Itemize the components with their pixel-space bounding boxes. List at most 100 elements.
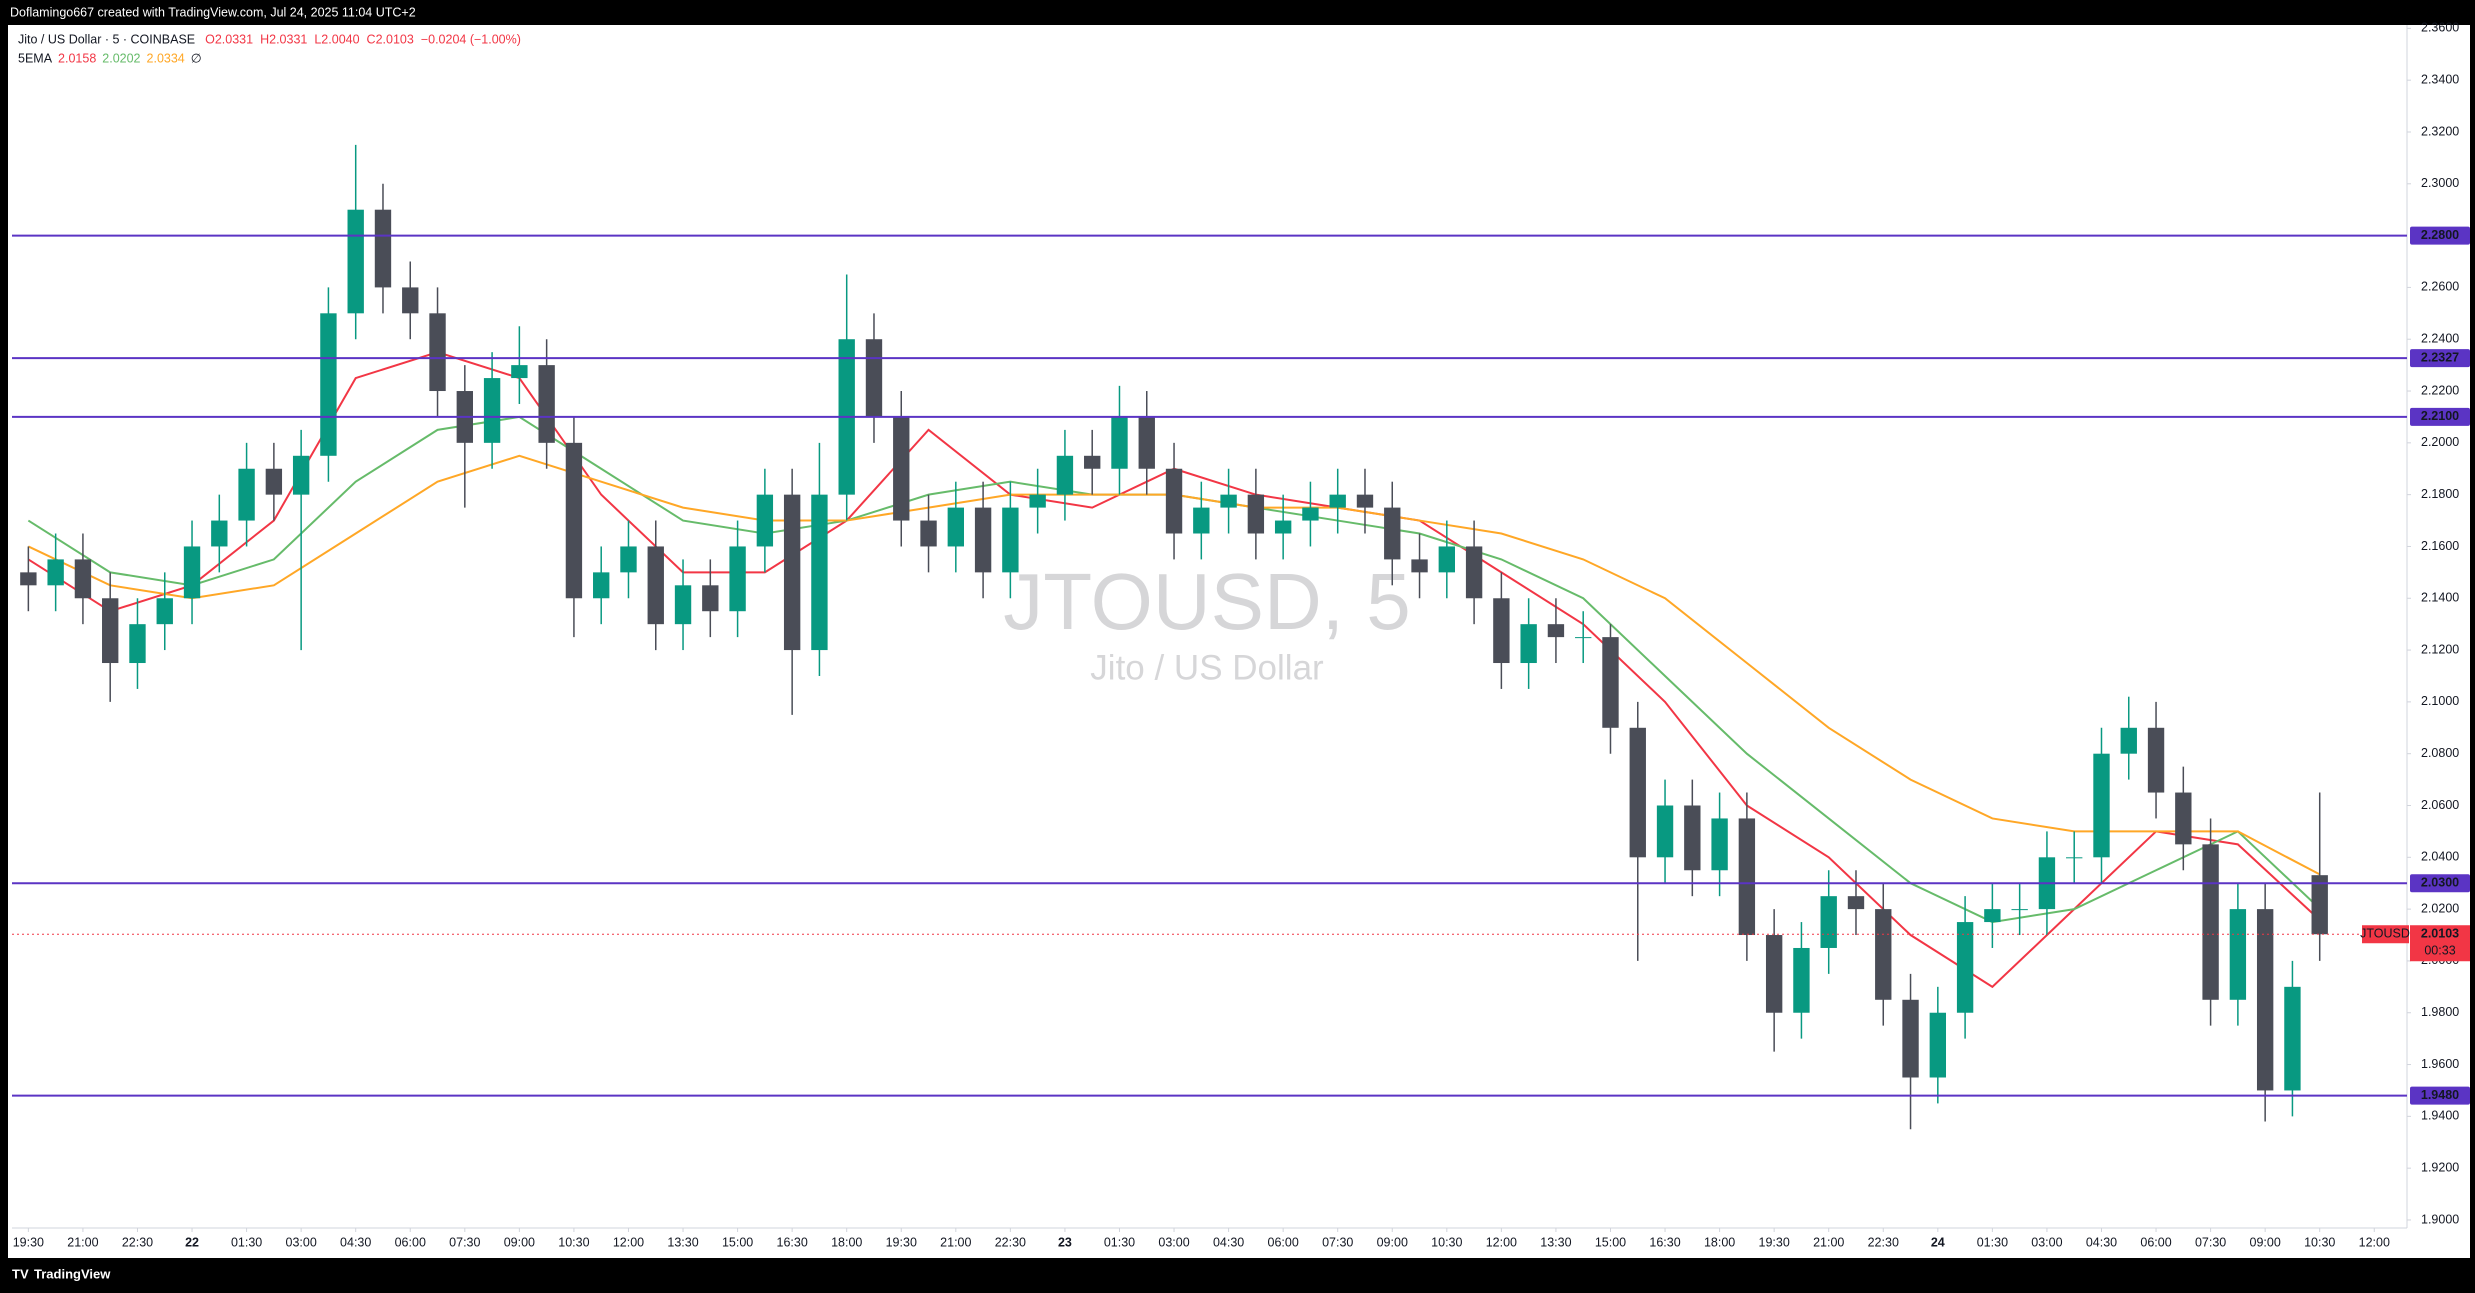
x-tick-label: 07:30 <box>1322 1235 1353 1249</box>
footer-bar <box>8 1258 2470 1293</box>
x-tick-label: 03:00 <box>286 1235 317 1249</box>
candle-body <box>1847 896 1865 910</box>
candle-body <box>74 559 92 599</box>
level-label: 2.2327 <box>2421 350 2459 364</box>
last-price-box <box>2410 925 2470 962</box>
candle-body <box>1711 818 1728 871</box>
candle-body <box>238 468 255 521</box>
candle-body <box>2311 875 2328 935</box>
candle-body <box>1984 909 2001 923</box>
candle-body <box>1684 805 1701 871</box>
candle-body <box>1165 468 1183 534</box>
candle-body <box>1247 494 1265 534</box>
candle-body <box>1329 494 1346 508</box>
x-tick-label: 10:30 <box>2304 1235 2335 1249</box>
candle-body <box>2229 909 2247 1000</box>
x-tick-label: 07:30 <box>449 1235 480 1249</box>
candle-body <box>647 546 664 625</box>
candle-body <box>1438 546 1456 573</box>
x-tick-label: 18:00 <box>1704 1235 1735 1249</box>
level-label: 1.9480 <box>2421 1088 2459 1102</box>
y-tick-label: 2.2000 <box>2421 435 2459 449</box>
candle-body <box>402 287 419 314</box>
candle-body <box>1111 416 1128 469</box>
x-tick-label: 22:30 <box>1868 1235 1899 1249</box>
x-tick-label: 12:00 <box>613 1235 644 1249</box>
x-tick-label: 09:00 <box>1377 1235 1408 1249</box>
y-tick-label: 2.3200 <box>2421 124 2459 138</box>
candle-body <box>1493 598 1510 664</box>
y-tick-label: 1.9400 <box>2421 1109 2459 1123</box>
candle-body <box>729 546 746 612</box>
x-tick-label: 16:30 <box>1649 1235 1680 1249</box>
quote-value: C2.0103 <box>367 32 414 46</box>
y-tick-label: 1.9800 <box>2421 1005 2459 1019</box>
candle-body <box>1411 559 1428 573</box>
candle-body <box>1029 494 1046 508</box>
x-tick-label: 22:30 <box>995 1235 1026 1249</box>
candle-body <box>483 378 501 443</box>
y-tick-label: 2.3400 <box>2421 72 2459 86</box>
candle-body <box>1384 507 1401 560</box>
candle-body <box>1575 637 1592 639</box>
candle-body <box>1465 546 1483 599</box>
last-price-label: 2.0103 <box>2421 927 2459 941</box>
y-tick-label: 2.3600 <box>2421 21 2459 35</box>
level-box <box>2410 226 2470 245</box>
x-tick-label: 13:30 <box>667 1235 698 1249</box>
countdown: 00:33 <box>2424 944 2455 958</box>
candle-body <box>183 546 201 599</box>
x-tick-label: 06:00 <box>395 1235 426 1249</box>
candle-body <box>538 365 555 443</box>
x-tick-label: 13:30 <box>1540 1235 1571 1249</box>
y-tick-label: 2.1800 <box>2421 487 2459 501</box>
candle-body <box>211 520 228 547</box>
quote-value: O2.0331 <box>205 32 253 46</box>
candle-body <box>265 468 283 495</box>
y-tick-label: 2.3000 <box>2421 176 2459 190</box>
candle-body <box>374 209 392 288</box>
candle-body <box>1356 494 1374 508</box>
x-tick-label: 04:30 <box>2086 1235 2117 1249</box>
candle-body <box>620 546 637 573</box>
x-tick-label: 01:30 <box>1104 1235 1135 1249</box>
y-tick-label: 2.2200 <box>2421 383 2459 397</box>
ema-icon: ∅ <box>191 51 202 65</box>
candle-body <box>1765 935 1783 1013</box>
y-tick-label: 2.1600 <box>2421 539 2459 553</box>
y-tick-label: 1.9600 <box>2421 1057 2459 1071</box>
candle-body <box>1956 922 1974 1013</box>
x-tick-label: 10:30 <box>1431 1235 1462 1249</box>
x-tick-label: 10:30 <box>558 1235 589 1249</box>
brand: TradingView <box>34 1266 111 1281</box>
candle-body <box>1056 455 1074 495</box>
candle-body <box>1602 637 1619 728</box>
x-tick-label: 01:30 <box>1977 1235 2008 1249</box>
level-box <box>2410 1086 2470 1105</box>
ema-value: 2.0158 <box>58 51 96 65</box>
y-tick-label: 1.9000 <box>2421 1212 2459 1226</box>
candle-body <box>1520 624 1537 664</box>
level-label: 2.2800 <box>2421 228 2459 242</box>
candle-body <box>2093 753 2110 858</box>
y-tick-label: 2.0600 <box>2421 798 2459 812</box>
candle-body <box>320 313 337 456</box>
y-tick-label: 2.2600 <box>2421 280 2459 294</box>
y-tick-label: 2.1000 <box>2421 694 2459 708</box>
x-tick-label: 03:00 <box>1158 1235 1189 1249</box>
x-tick-label: 16:30 <box>777 1235 808 1249</box>
x-tick-label: 21:00 <box>940 1235 971 1249</box>
candle-body <box>565 442 583 599</box>
candle-body <box>1793 947 1810 1013</box>
y-tick-label: 2.0800 <box>2421 746 2459 760</box>
chart-area <box>8 25 2470 1258</box>
x-tick-label: 15:00 <box>722 1235 753 1249</box>
credit: Doflamingo667 created with TradingView.c… <box>10 5 416 19</box>
candle-body <box>702 585 719 612</box>
x-tick-label: 03:00 <box>2031 1235 2062 1249</box>
y-tick-label: 2.0200 <box>2421 901 2459 915</box>
candle-body <box>20 572 37 586</box>
candle-body <box>1629 727 1646 858</box>
